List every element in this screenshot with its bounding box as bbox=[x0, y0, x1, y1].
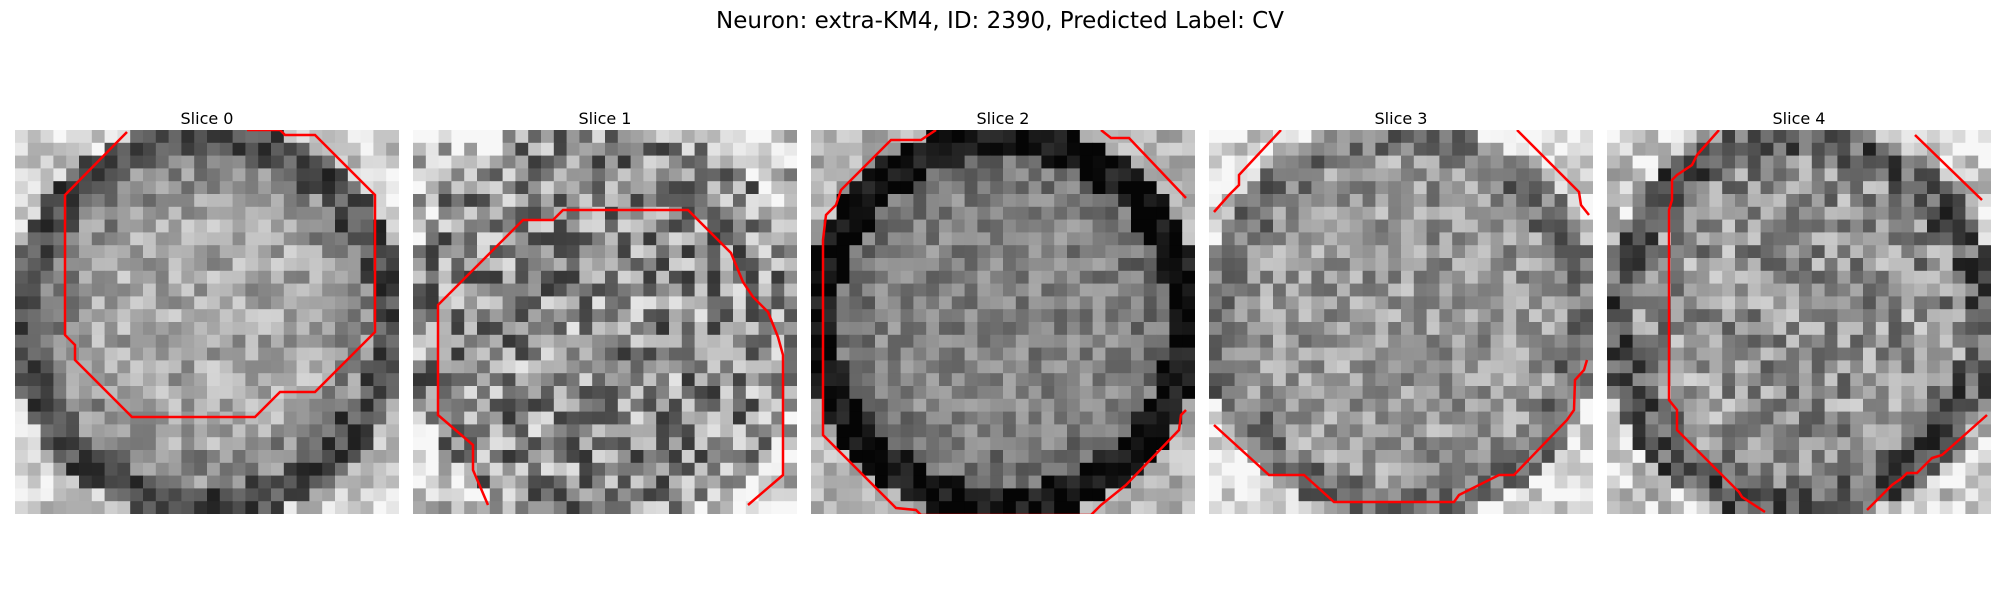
slice-title: Slice 3 bbox=[1374, 109, 1428, 128]
grayscale-image bbox=[413, 130, 797, 514]
cell-outline bbox=[821, 130, 1187, 514]
cell-outline bbox=[436, 208, 785, 506]
cell-outline bbox=[1667, 130, 1988, 514]
slice-image bbox=[1209, 130, 1593, 514]
slice-panel-0: Slice 0 bbox=[15, 108, 399, 514]
slice-image bbox=[413, 130, 797, 514]
slice-image bbox=[1607, 130, 1991, 514]
grayscale-image bbox=[15, 130, 399, 514]
slice-panel-2: Slice 2 bbox=[811, 108, 1195, 514]
cell-outline bbox=[1213, 130, 1590, 504]
slice-image bbox=[811, 130, 1195, 514]
cell-outline bbox=[63, 130, 377, 419]
grayscale-image bbox=[811, 130, 1195, 514]
slice-title: Slice 4 bbox=[1772, 109, 1826, 128]
slice-image bbox=[15, 130, 399, 514]
figure-title: Neuron: extra-KM4, ID: 2390, Predicted L… bbox=[716, 8, 1284, 34]
grayscale-image bbox=[1209, 130, 1593, 514]
slice-title: Slice 2 bbox=[976, 109, 1030, 128]
slice-panel-1: Slice 1 bbox=[413, 108, 797, 514]
slice-panel-3: Slice 3 bbox=[1209, 108, 1593, 514]
slice-panel-4: Slice 4 bbox=[1607, 108, 1991, 514]
slice-title: Slice 0 bbox=[180, 109, 234, 128]
grayscale-image bbox=[1607, 130, 1991, 514]
slice-title: Slice 1 bbox=[578, 109, 632, 128]
